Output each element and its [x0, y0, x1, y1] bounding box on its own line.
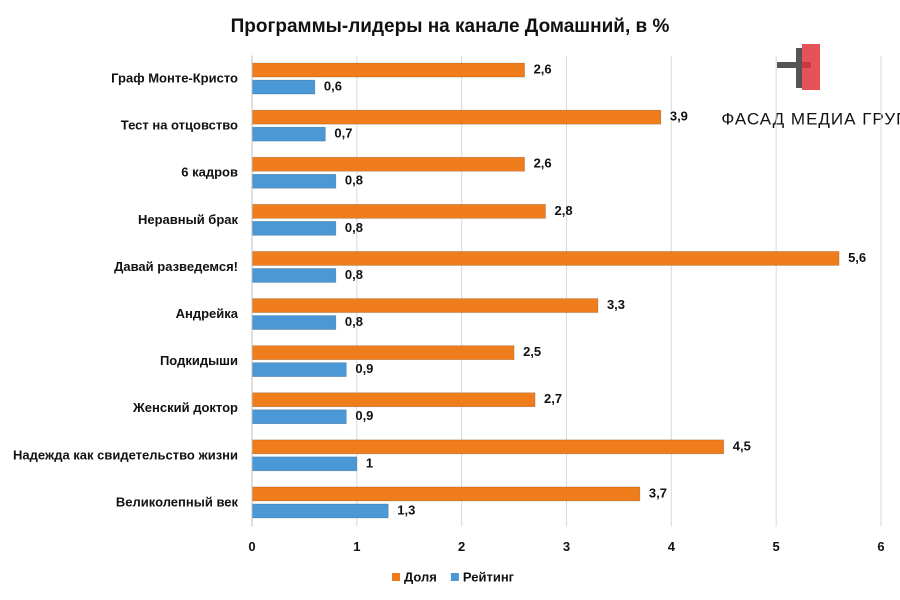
y-tick-label: Тест на отцовство — [121, 118, 238, 133]
legend-swatch — [392, 573, 400, 581]
value-label: 0,8 — [345, 173, 363, 188]
value-label: 0,8 — [345, 267, 363, 282]
bar — [251, 298, 599, 313]
value-label: 1 — [366, 455, 373, 470]
value-label: 5,6 — [848, 250, 866, 265]
value-label: 0,6 — [324, 78, 342, 93]
x-tick-label: 4 — [668, 539, 676, 554]
value-label: 1,3 — [397, 502, 415, 517]
value-label: 2,6 — [534, 156, 552, 171]
legend-swatch — [450, 573, 459, 581]
value-label: 0,8 — [345, 220, 363, 235]
y-tick-label: 6 кадров — [181, 165, 238, 180]
value-label: 3,7 — [649, 485, 667, 500]
x-tick-label: 5 — [773, 539, 780, 554]
y-tick-label: Давай разведемся! — [114, 259, 238, 274]
bar — [251, 109, 662, 125]
y-tick-label: Великолепный век — [116, 494, 239, 509]
y-tick-label: Надежда как свидетельство жизни — [13, 447, 238, 462]
bar — [251, 409, 347, 425]
value-label: 0,7 — [334, 126, 352, 141]
bar — [251, 204, 546, 219]
logo-shape — [802, 44, 820, 90]
x-tick-label: 1 — [353, 539, 360, 554]
bar — [251, 456, 358, 472]
bar — [251, 439, 725, 455]
value-label: 4,5 — [733, 438, 751, 453]
bar — [251, 62, 525, 78]
y-tick-label: Женский доктор — [132, 400, 238, 415]
x-tick-label: 2 — [458, 539, 465, 554]
y-tick-label: Подкидыши — [160, 353, 238, 368]
x-tick-label: 0 — [248, 539, 255, 554]
value-label: 2,7 — [544, 391, 562, 406]
value-label: 2,5 — [523, 344, 541, 359]
value-label: 3,9 — [670, 109, 688, 124]
value-label: 2,6 — [534, 61, 552, 76]
logo-shape — [796, 48, 802, 88]
y-tick-label: Граф Монте-Кристо — [111, 70, 238, 85]
bar — [251, 486, 641, 502]
chart-title: Программы-лидеры на канале Домашний, в % — [231, 16, 670, 37]
bar — [251, 156, 525, 172]
bar — [251, 251, 840, 266]
bar — [251, 126, 326, 142]
y-tick-label: Неравный брак — [138, 212, 239, 227]
bar — [251, 79, 316, 95]
bar — [251, 268, 337, 283]
x-tick-label: 6 — [877, 539, 884, 554]
bar — [251, 345, 515, 360]
legend-label: Рейтинг — [463, 569, 515, 584]
value-label: 0,8 — [345, 314, 363, 329]
bar — [251, 392, 536, 408]
y-tick-label: Андрейка — [176, 306, 239, 321]
value-label: 2,8 — [555, 203, 573, 218]
value-label: 0,9 — [355, 408, 373, 423]
value-label: 0,9 — [355, 361, 373, 376]
legend-label: Доля — [404, 569, 437, 584]
bar — [251, 315, 337, 330]
bar — [251, 362, 347, 377]
logo-text: ФАСАД МЕДИА ГРУПП — [721, 109, 900, 128]
bar — [251, 503, 389, 519]
logo-shape — [777, 62, 811, 68]
logo: ФАСАД МЕДИА ГРУПП — [721, 44, 900, 128]
bar — [251, 173, 337, 189]
x-tick-label: 3 — [563, 539, 570, 554]
bar — [251, 221, 337, 236]
value-label: 3,3 — [607, 297, 625, 312]
